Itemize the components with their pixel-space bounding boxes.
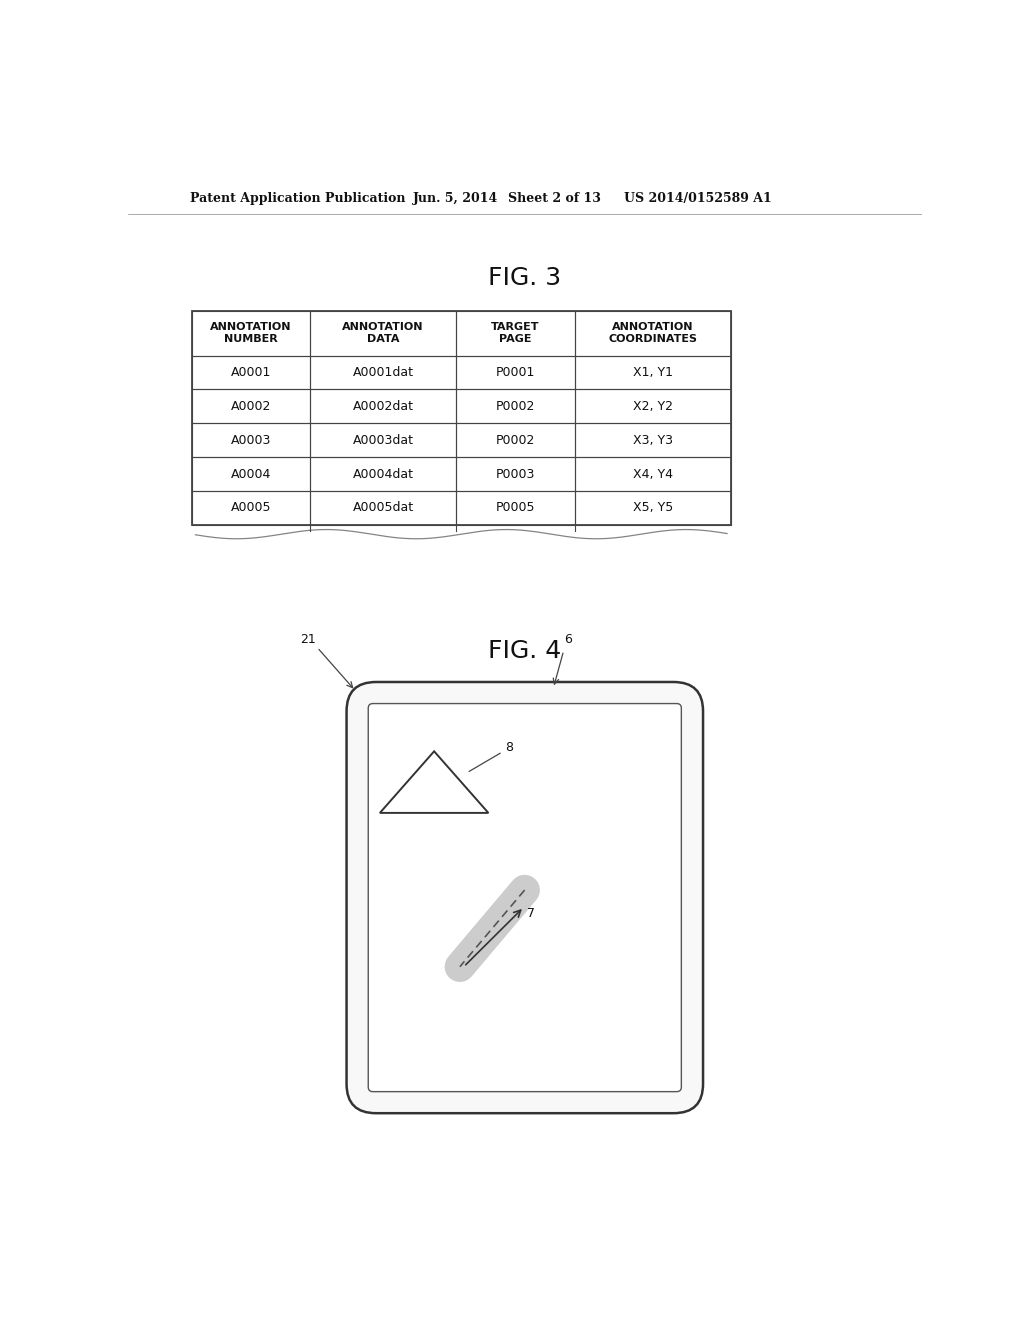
Text: X3, Y3: X3, Y3 xyxy=(633,434,673,446)
Bar xyxy=(456,424,574,457)
Text: 8: 8 xyxy=(469,742,513,771)
Bar xyxy=(310,491,456,525)
Bar xyxy=(191,457,310,491)
Bar xyxy=(191,424,310,457)
Text: Sheet 2 of 13: Sheet 2 of 13 xyxy=(508,191,601,205)
Text: FIG. 4: FIG. 4 xyxy=(488,639,561,663)
Text: A0004: A0004 xyxy=(230,467,271,480)
Text: 21: 21 xyxy=(300,634,315,647)
Text: A0005dat: A0005dat xyxy=(352,502,414,515)
Text: X2, Y2: X2, Y2 xyxy=(633,400,673,413)
Bar xyxy=(456,457,574,491)
Bar xyxy=(191,389,310,424)
Text: A0002dat: A0002dat xyxy=(352,400,414,413)
Text: A0003: A0003 xyxy=(230,434,271,446)
Text: X5, Y5: X5, Y5 xyxy=(633,502,673,515)
Text: P0005: P0005 xyxy=(496,502,535,515)
Bar xyxy=(310,457,456,491)
Text: Jun. 5, 2014: Jun. 5, 2014 xyxy=(414,191,499,205)
Text: FIG. 3: FIG. 3 xyxy=(488,265,561,290)
Text: X4, Y4: X4, Y4 xyxy=(633,467,673,480)
Bar xyxy=(456,312,574,355)
Text: A0005: A0005 xyxy=(230,502,271,515)
Text: A0001dat: A0001dat xyxy=(352,366,414,379)
Bar xyxy=(456,491,574,525)
Bar xyxy=(456,355,574,389)
Text: P0003: P0003 xyxy=(496,467,535,480)
Bar xyxy=(310,424,456,457)
Text: Patent Application Publication: Patent Application Publication xyxy=(190,191,406,205)
Text: A0003dat: A0003dat xyxy=(352,434,414,446)
FancyBboxPatch shape xyxy=(346,682,703,1113)
Bar xyxy=(574,355,731,389)
Text: A0002: A0002 xyxy=(230,400,271,413)
Text: 7: 7 xyxy=(526,907,535,920)
Text: A0001: A0001 xyxy=(230,366,271,379)
Bar xyxy=(310,312,456,355)
Bar xyxy=(574,457,731,491)
Bar xyxy=(310,389,456,424)
Text: 6: 6 xyxy=(563,634,571,647)
Text: X1, Y1: X1, Y1 xyxy=(633,366,673,379)
Bar xyxy=(191,355,310,389)
Bar xyxy=(574,424,731,457)
Bar xyxy=(191,312,731,525)
Text: P0001: P0001 xyxy=(496,366,535,379)
Text: TARGET
PAGE: TARGET PAGE xyxy=(490,322,540,345)
Bar xyxy=(310,355,456,389)
Bar xyxy=(191,491,310,525)
Text: ANNOTATION
DATA: ANNOTATION DATA xyxy=(342,322,424,345)
Text: A0004dat: A0004dat xyxy=(352,467,414,480)
Text: ANNOTATION
COORDINATES: ANNOTATION COORDINATES xyxy=(608,322,697,345)
Text: US 2014/0152589 A1: US 2014/0152589 A1 xyxy=(624,191,772,205)
Bar xyxy=(191,312,310,355)
FancyBboxPatch shape xyxy=(369,704,681,1092)
Text: P0002: P0002 xyxy=(496,400,535,413)
Text: P0002: P0002 xyxy=(496,434,535,446)
Bar xyxy=(574,312,731,355)
Bar xyxy=(574,389,731,424)
Bar xyxy=(574,491,731,525)
Bar xyxy=(456,389,574,424)
Text: ANNOTATION
NUMBER: ANNOTATION NUMBER xyxy=(210,322,292,345)
